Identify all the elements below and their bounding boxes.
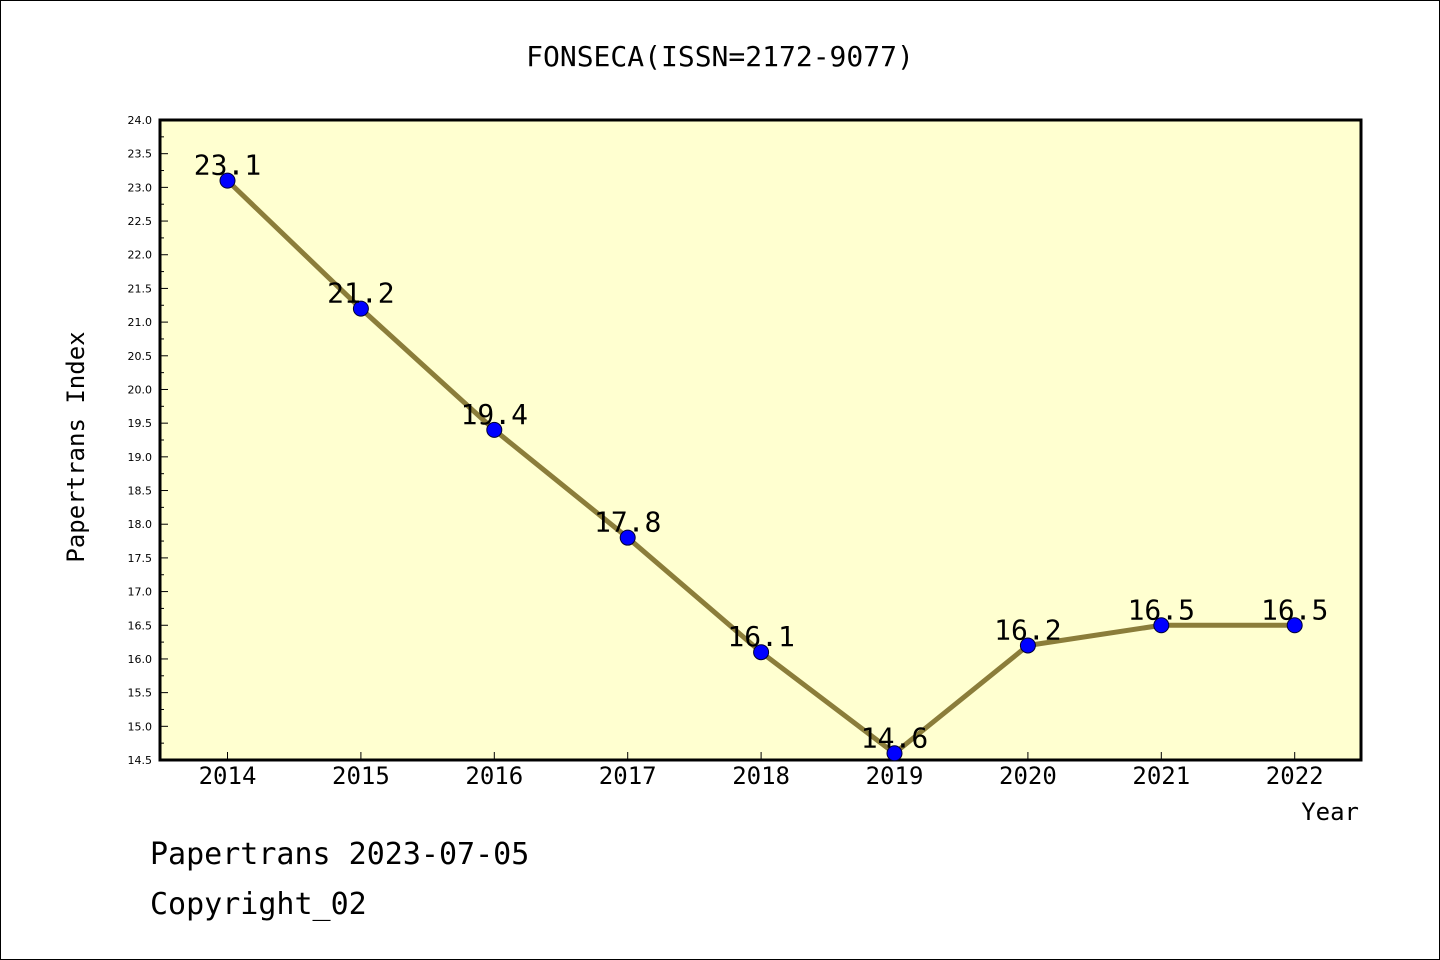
x-tick-label: 2017: [599, 762, 657, 790]
data-label: 16.5: [1261, 593, 1328, 626]
data-labels: 23.1 21.2 19.4 17.8 16.1 14.6 16.2 16.5 16.5: [194, 149, 1329, 755]
x-tick-label: 2021: [1132, 762, 1190, 790]
data-markers: [219, 172, 1303, 762]
data-point: [219, 172, 236, 189]
footer-copyright: Copyright_02: [150, 887, 367, 922]
y-tick-label: 22.0: [128, 249, 153, 262]
y-tick-label: 14.5: [128, 754, 153, 767]
y-tick-label: 17.5: [128, 552, 153, 565]
x-tick-label: 2019: [866, 762, 924, 790]
x-axis-label: Year: [1301, 798, 1359, 826]
data-label: 16.1: [727, 620, 794, 653]
data-point: [352, 300, 369, 317]
x-tick-label: 2014: [199, 762, 257, 790]
y-tick-label: 23.0: [128, 181, 153, 194]
plot-area: [158, 118, 1363, 762]
data-point: [753, 644, 770, 661]
y-tick-label: 20.0: [128, 383, 153, 396]
data-point: [1019, 637, 1036, 654]
data-point: [619, 529, 636, 546]
data-label: 19.4: [461, 398, 528, 431]
x-tick-label: 2015: [332, 762, 390, 790]
y-tick-label: 19.0: [128, 451, 153, 464]
footer-date: Papertrans 2023-07-05: [150, 837, 529, 872]
y-tick-label: 17.0: [128, 586, 153, 599]
chart-title: FONSECA(ISSN=2172-9077): [526, 40, 914, 73]
y-tick-label: 18.5: [128, 485, 153, 498]
x-tick-label: 2018: [732, 762, 790, 790]
data-label: 23.1: [194, 149, 261, 182]
y-axis-label: Papertrans Index: [62, 331, 90, 562]
data-point: [1286, 617, 1303, 634]
y-tick-label: 16.5: [128, 619, 153, 632]
data-label: 17.8: [594, 506, 661, 539]
x-tick-label: 2020: [999, 762, 1057, 790]
y-tick-label: 20.5: [128, 350, 153, 363]
y-tick-label: 18.0: [128, 518, 153, 531]
y-tick-label: 16.0: [128, 653, 153, 666]
data-point: [886, 745, 903, 762]
y-tick-label: 15.5: [128, 687, 153, 700]
y-tick-label: 22.5: [128, 215, 153, 228]
y-tick-label: 21.5: [128, 282, 153, 295]
y-axis: 14.5 15.0 15.5 16.0 16.5 17.0 17.5 18.0 18.5 19.0…: [128, 114, 168, 767]
data-label: 16.2: [994, 613, 1061, 646]
x-tick-label: 2022: [1266, 762, 1324, 790]
data-label: 16.5: [1128, 593, 1195, 626]
data-label: 21.2: [327, 277, 394, 310]
y-tick-label: 19.5: [128, 417, 153, 430]
data-label: 14.6: [861, 721, 928, 754]
y-tick-label: 21.0: [128, 316, 153, 329]
data-point: [486, 421, 503, 438]
y-tick-label: 23.5: [128, 148, 153, 161]
y-tick-label: 24.0: [128, 114, 153, 127]
x-axis: 2014 2015 2016 2017 2018 2019 2020 2021 2022: [199, 752, 1324, 790]
x-tick-label: 2016: [465, 762, 523, 790]
y-tick-label: 15.0: [128, 720, 153, 733]
data-point: [1153, 617, 1170, 634]
